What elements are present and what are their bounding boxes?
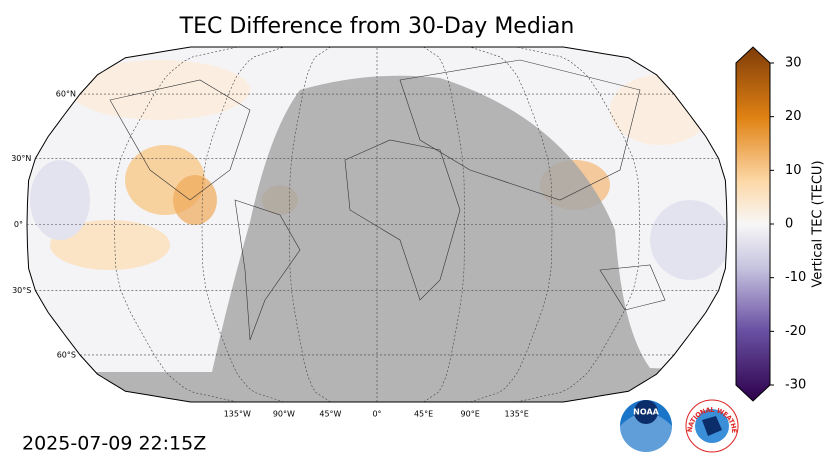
colorbar-tick-label: 20: [785, 109, 802, 124]
lon-label: 45°E: [414, 410, 433, 419]
title: TEC Difference from 30-Day Median: [179, 14, 575, 39]
lat-label: 30°S: [12, 286, 31, 295]
lon-label: 135°E: [505, 410, 529, 419]
meridian: [289, 46, 331, 403]
logo-circle: [620, 400, 672, 452]
meridian: [516, 46, 640, 403]
colorbar-tick-label: -30: [785, 378, 806, 393]
lat-label: 60°S: [57, 350, 76, 359]
logo-wave: [620, 413, 672, 452]
colorbar-label: Vertical TEC (TECU): [811, 160, 826, 287]
lon-label: 90°W: [273, 410, 295, 419]
colorbar-tick-label: 30: [785, 56, 802, 71]
logo-text: NOAA: [633, 408, 659, 417]
coastline: [234, 199, 301, 341]
colorbar-tick-label: -10: [785, 270, 806, 285]
tec-blob: [70, 60, 250, 120]
meridian: [114, 46, 238, 403]
lat-label: 0°: [14, 220, 23, 229]
meridian: [201, 46, 284, 403]
lon-label: 45°W: [319, 410, 341, 419]
meridian: [423, 46, 465, 403]
lon-label: 0°: [372, 410, 381, 419]
night-side: [27, 75, 727, 402]
noaa-logo: NOAA: [620, 400, 672, 452]
coastline: [599, 264, 666, 311]
colorbar-tick-label: 10: [785, 163, 802, 178]
logo-map: [702, 416, 722, 436]
map-outline: [26, 46, 728, 403]
graticule: [27, 46, 727, 403]
lon-label: 135°W: [224, 410, 251, 419]
tec-field: [27, 59, 727, 402]
colorbar-tick-label: -20: [785, 324, 806, 339]
tec-blob: [50, 220, 170, 270]
colorbar: -30 -20 -10 0 10 20 30: [735, 46, 806, 402]
colorbar-body: [735, 46, 771, 402]
coastline: [399, 59, 641, 201]
lat-label: 30°N: [11, 154, 31, 163]
tec-blob: [610, 75, 710, 145]
colorbar-tick-label: 0: [785, 217, 793, 232]
tec-blob: [30, 160, 90, 240]
map: [26, 46, 728, 403]
lat-label: 60°N: [56, 90, 76, 99]
logo-bird: [634, 400, 658, 424]
coastline: [109, 79, 251, 201]
lon-label: 90°E: [461, 410, 480, 419]
tec-blob: [173, 175, 217, 225]
timestamp: 2025-07-09 22:15Z: [22, 433, 206, 455]
coastline: [344, 139, 461, 301]
meridian: [470, 46, 553, 403]
tec-blob: [650, 200, 727, 280]
